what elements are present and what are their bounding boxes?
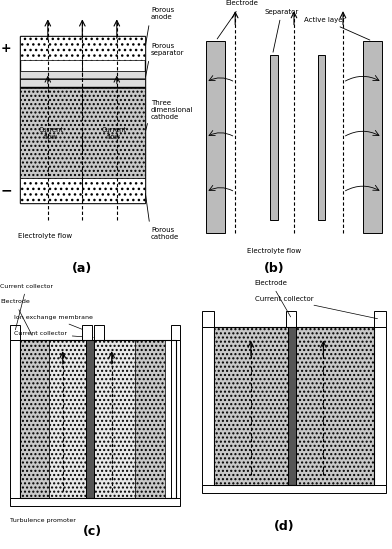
Bar xyxy=(86,340,94,498)
Text: Electrode: Electrode xyxy=(0,300,32,335)
Text: (b): (b) xyxy=(264,262,285,274)
Bar xyxy=(363,41,382,233)
Bar xyxy=(318,55,325,220)
Bar xyxy=(20,340,49,498)
Bar xyxy=(20,71,145,88)
Text: Current collector: Current collector xyxy=(14,331,93,338)
Text: −: − xyxy=(0,184,12,198)
Bar xyxy=(202,311,214,327)
Bar xyxy=(82,324,92,340)
Text: Current
flow: Current flow xyxy=(101,127,126,139)
Bar xyxy=(49,340,135,498)
Text: Electrode: Electrode xyxy=(217,1,258,39)
Text: Porous
separator: Porous separator xyxy=(145,43,184,77)
Bar xyxy=(20,36,145,203)
Text: Porous
cathode: Porous cathode xyxy=(145,194,179,240)
Text: Turbulence promoter: Turbulence promoter xyxy=(10,518,76,523)
Text: (c): (c) xyxy=(83,525,102,539)
Bar xyxy=(20,88,145,178)
Text: Separator: Separator xyxy=(265,9,299,52)
Text: Electrolyte flow: Electrolyte flow xyxy=(18,233,72,239)
Text: Electrode: Electrode xyxy=(255,280,290,317)
Text: +: + xyxy=(0,42,11,54)
Bar xyxy=(171,324,180,340)
Text: Current
flow: Current flow xyxy=(38,127,64,139)
Text: Three
dimensional
cathode: Three dimensional cathode xyxy=(146,100,193,131)
Bar xyxy=(10,498,180,506)
Bar xyxy=(374,327,386,485)
Text: Active layer: Active layer xyxy=(304,17,370,40)
Bar xyxy=(94,324,104,340)
Text: Current collector: Current collector xyxy=(0,284,53,330)
Bar xyxy=(171,340,180,498)
Bar xyxy=(270,55,278,220)
Bar xyxy=(10,324,20,340)
Bar xyxy=(214,327,374,485)
Bar xyxy=(206,41,225,233)
Bar xyxy=(135,340,165,498)
Bar xyxy=(288,327,296,485)
Bar xyxy=(20,36,145,60)
Text: Current collector: Current collector xyxy=(255,296,377,319)
Text: Ion exchange membrane: Ion exchange membrane xyxy=(14,315,93,332)
Bar xyxy=(202,327,214,485)
Bar xyxy=(286,311,296,327)
Text: Electrolyte flow: Electrolyte flow xyxy=(247,248,301,254)
Text: (d): (d) xyxy=(274,520,294,533)
Bar xyxy=(374,311,386,327)
Bar xyxy=(214,327,374,485)
Text: Porous
anode: Porous anode xyxy=(145,7,174,46)
Bar xyxy=(20,178,145,203)
Bar xyxy=(202,485,386,493)
Bar xyxy=(10,340,20,498)
Text: (a): (a) xyxy=(72,262,93,274)
Bar xyxy=(20,340,176,498)
